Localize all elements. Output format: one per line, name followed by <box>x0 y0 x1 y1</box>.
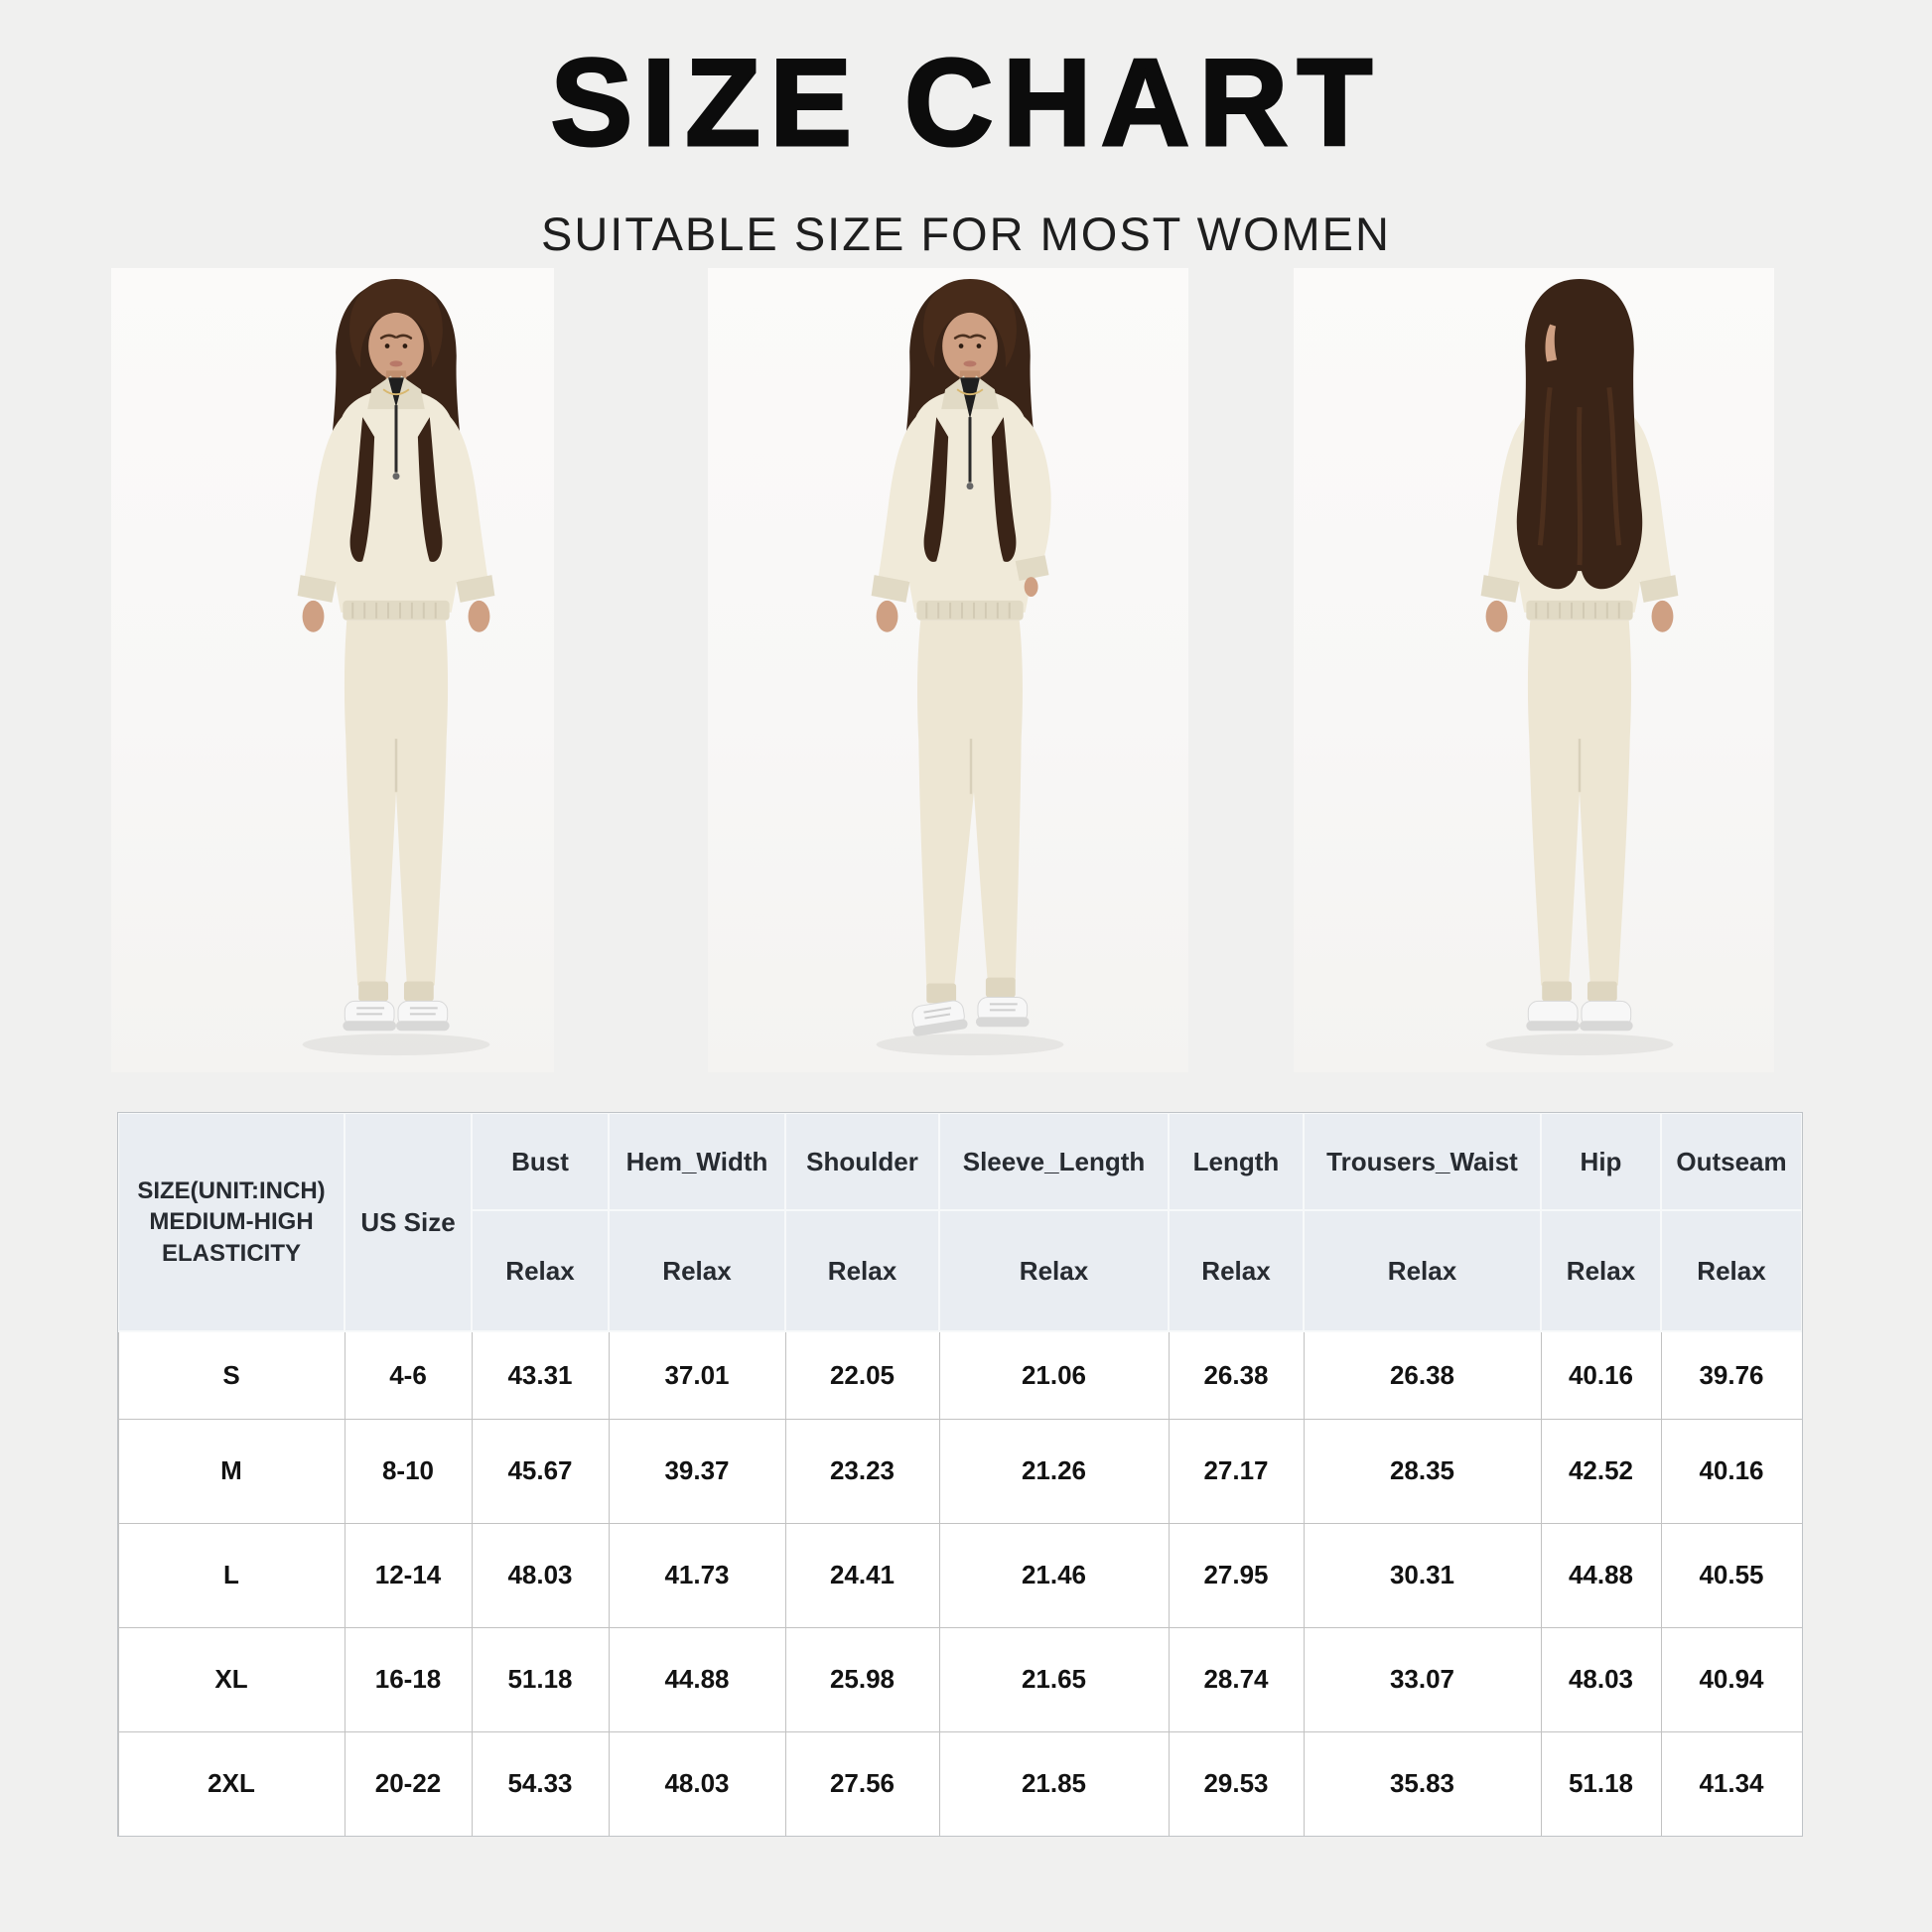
measurement-cell: 26.38 <box>1168 1330 1305 1420</box>
col-header-length: Length <box>1168 1112 1305 1211</box>
col-header-hip: Hip <box>1540 1112 1662 1211</box>
measurement-cell: 21.06 <box>938 1330 1170 1420</box>
model-photo-three-quarter <box>708 268 1188 1072</box>
fit-row: Relax Relax Relax Relax Relax Relax Rela… <box>118 1209 1803 1332</box>
measurement-cell: 22.05 <box>784 1330 940 1420</box>
fit-cell: Relax <box>608 1209 786 1332</box>
measurement-cell: 44.88 <box>1540 1522 1662 1628</box>
measurement-cell: 27.95 <box>1168 1522 1305 1628</box>
us-size-cell: 12-14 <box>344 1522 473 1628</box>
size-row-s: S 4-6 43.31 37.01 22.05 21.06 26.38 26.3… <box>117 1330 1803 1420</box>
size-label: L <box>117 1522 345 1628</box>
measurement-cell: 44.88 <box>608 1626 786 1732</box>
measurement-cell: 26.38 <box>1303 1330 1542 1420</box>
measurement-cell: 40.55 <box>1660 1522 1803 1628</box>
measurement-cell: 48.03 <box>1540 1626 1662 1732</box>
measurement-cell: 28.35 <box>1303 1418 1542 1524</box>
page-subtitle: SUITABLE SIZE FOR MOST WOMEN <box>541 207 1391 260</box>
measurement-cell: 30.31 <box>1303 1522 1542 1628</box>
measurement-cell: 40.16 <box>1660 1418 1803 1524</box>
measurement-cell: 40.16 <box>1540 1330 1662 1420</box>
model-photo-front <box>111 268 554 1072</box>
measurement-cell: 41.73 <box>608 1522 786 1628</box>
measurement-cell: 27.56 <box>784 1730 940 1837</box>
size-label: M <box>117 1418 345 1524</box>
measurement-cell: 48.03 <box>471 1522 610 1628</box>
measurement-cell: 39.37 <box>608 1418 786 1524</box>
fit-cell: Relax <box>1660 1209 1803 1332</box>
measurement-cell: 48.03 <box>608 1730 786 1837</box>
col-header-bust: Bust <box>471 1112 610 1211</box>
measurement-cell: 27.17 <box>1168 1418 1305 1524</box>
column-header-row: SIZE(UNIT:INCH) MEDIUM-HIGH ELASTICITY U… <box>117 1112 1803 1332</box>
measurement-cell: 45.67 <box>471 1418 610 1524</box>
page-title: SIZE CHART <box>549 35 1382 172</box>
measurement-cell: 51.18 <box>1540 1730 1662 1837</box>
col-header-us-size: US Size <box>344 1112 473 1332</box>
measurement-cell: 25.98 <box>784 1626 940 1732</box>
fit-cell: Relax <box>1540 1209 1662 1332</box>
us-size-cell: 8-10 <box>344 1418 473 1524</box>
corner-header: SIZE(UNIT:INCH) MEDIUM-HIGH ELASTICITY <box>117 1112 345 1332</box>
measurement-cell: 21.26 <box>938 1418 1170 1524</box>
measurement-cell: 23.23 <box>784 1418 940 1524</box>
size-label: 2XL <box>117 1730 345 1837</box>
size-label: XL <box>117 1626 345 1732</box>
model-photo-back <box>1294 268 1774 1072</box>
col-header-hem-width: Hem_Width <box>608 1112 786 1211</box>
measurement-cell: 33.07 <box>1303 1626 1542 1732</box>
measurement-cell: 39.76 <box>1660 1330 1803 1420</box>
measurement-cell: 54.33 <box>471 1730 610 1837</box>
measurement-cell: 42.52 <box>1540 1418 1662 1524</box>
col-header-sleeve-length: Sleeve_Length <box>938 1112 1170 1211</box>
measurement-cell: 21.65 <box>938 1626 1170 1732</box>
measurement-cell: 37.01 <box>608 1330 786 1420</box>
size-row-l: L 12-14 48.03 41.73 24.41 21.46 27.95 30… <box>117 1522 1803 1628</box>
measurement-cell: 41.34 <box>1660 1730 1803 1837</box>
model-figure-three-quarter <box>871 278 1064 1056</box>
model-figure-back <box>1480 278 1679 1056</box>
fit-cell: Relax <box>471 1209 610 1332</box>
us-size-cell: 16-18 <box>344 1626 473 1732</box>
col-header-shoulder: Shoulder <box>784 1112 940 1211</box>
measurement-cell: 21.46 <box>938 1522 1170 1628</box>
measurement-cell: 40.94 <box>1660 1626 1803 1732</box>
measurement-cell: 51.18 <box>471 1626 610 1732</box>
measurement-cell: 35.83 <box>1303 1730 1542 1837</box>
us-size-cell: 4-6 <box>344 1330 473 1420</box>
measurement-cell: 43.31 <box>471 1330 610 1420</box>
fit-cell: Relax <box>938 1209 1170 1332</box>
size-label: S <box>117 1330 345 1420</box>
size-row-2xl: 2XL 20-22 54.33 48.03 27.56 21.85 29.53 … <box>117 1730 1803 1837</box>
model-figure-front <box>297 278 495 1056</box>
measurement-cell: 29.53 <box>1168 1730 1305 1837</box>
measurement-cell: 21.85 <box>938 1730 1170 1837</box>
col-header-trousers-waist: Trousers_Waist <box>1303 1112 1542 1211</box>
measurement-cell: 24.41 <box>784 1522 940 1628</box>
fit-cell: Relax <box>784 1209 940 1332</box>
col-header-outseam: Outseam <box>1660 1112 1803 1211</box>
size-chart-table: SIZE(UNIT:INCH) MEDIUM-HIGH ELASTICITY U… <box>117 1112 1803 1837</box>
us-size-cell: 20-22 <box>344 1730 473 1837</box>
fit-cell: Relax <box>1168 1209 1305 1332</box>
size-row-m: M 8-10 45.67 39.37 23.23 21.26 27.17 28.… <box>117 1418 1803 1524</box>
fit-cell: Relax <box>1303 1209 1542 1332</box>
measurement-cell: 28.74 <box>1168 1626 1305 1732</box>
size-row-xl: XL 16-18 51.18 44.88 25.98 21.65 28.74 3… <box>117 1626 1803 1732</box>
